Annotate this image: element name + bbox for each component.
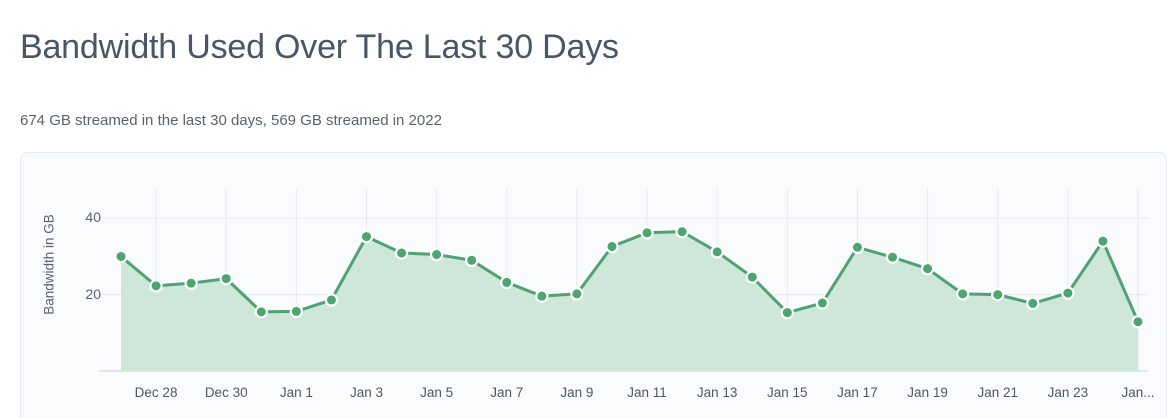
x-axis-tick-label: Jan 15	[767, 385, 808, 400]
x-axis-tick-label: Jan 11	[627, 385, 667, 400]
bandwidth-area-chart[interactable]	[21, 153, 1167, 418]
x-axis-tick-label: Dec 28	[134, 385, 178, 400]
y-axis-ticks: 20 40	[59, 153, 101, 418]
x-axis-tick-label: Jan 23	[1047, 385, 1089, 400]
x-axis-tick-label: Jan 9	[560, 385, 594, 400]
y-axis-tick-label: 40	[85, 209, 101, 226]
x-axis-tick-label: Jan...	[1121, 385, 1155, 400]
page-subtitle: 674 GB streamed in the last 30 days, 569…	[20, 112, 442, 129]
x-axis-tick-label: Jan 7	[490, 385, 524, 400]
chart-plot-area[interactable]: Bandwidth in GB 20 40 Dec 28 Dec 30 Jan 1 Ja…	[21, 153, 1166, 418]
y-axis-tick-label: 20	[85, 285, 101, 302]
x-axis-tick-label: Dec 30	[204, 385, 248, 400]
x-axis-tick-label: Jan 19	[907, 385, 948, 400]
x-axis-tick-label: Jan 3	[349, 385, 383, 400]
x-axis-ticks: Dec 28 Dec 30 Jan 1 Jan 3 Jan 5 Jan 7 Jan 9 Jan…	[21, 153, 1166, 418]
x-axis-tick-label: Jan 13	[696, 385, 738, 400]
x-axis-tick-label: Jan 5	[420, 385, 454, 400]
x-axis-tick-label: Jan 17	[837, 385, 878, 400]
x-axis-tick-label: Jan 21	[977, 385, 1018, 400]
bandwidth-chart-card: Bandwidth in GB 20 40 Dec 28 Dec 30 Jan 1 Ja…	[20, 152, 1167, 418]
page-title: Bandwidth Used Over The Last 30 Days	[20, 28, 619, 66]
x-axis-tick-label: Jan 1	[279, 385, 313, 400]
